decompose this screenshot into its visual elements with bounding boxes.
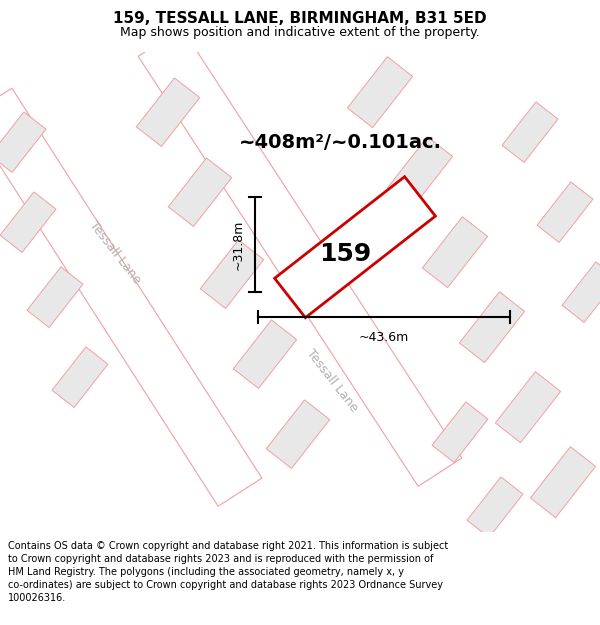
- Polygon shape: [275, 177, 436, 318]
- Polygon shape: [432, 402, 488, 462]
- Polygon shape: [233, 320, 296, 389]
- Polygon shape: [347, 57, 413, 128]
- Text: 159: 159: [319, 242, 371, 266]
- Polygon shape: [502, 102, 558, 162]
- Polygon shape: [388, 137, 452, 208]
- Polygon shape: [460, 292, 524, 362]
- Text: ~408m²/~0.101ac.: ~408m²/~0.101ac.: [239, 132, 442, 152]
- Polygon shape: [496, 372, 560, 442]
- Polygon shape: [0, 192, 56, 253]
- Text: ~43.6m: ~43.6m: [359, 331, 409, 344]
- Polygon shape: [562, 262, 600, 322]
- Text: ~31.8m: ~31.8m: [232, 219, 245, 270]
- Polygon shape: [27, 267, 83, 328]
- Polygon shape: [0, 88, 262, 506]
- Text: Map shows position and indicative extent of the property.: Map shows position and indicative extent…: [120, 26, 480, 39]
- Polygon shape: [169, 158, 232, 226]
- Polygon shape: [52, 347, 108, 408]
- Polygon shape: [266, 400, 329, 469]
- Text: 159, TESSALL LANE, BIRMINGHAM, B31 5ED: 159, TESSALL LANE, BIRMINGHAM, B31 5ED: [113, 11, 487, 26]
- Polygon shape: [0, 112, 46, 173]
- Text: Tessall Lane: Tessall Lane: [86, 219, 143, 286]
- Text: Tessall Lane: Tessall Lane: [304, 346, 361, 414]
- Polygon shape: [200, 240, 263, 309]
- Polygon shape: [422, 217, 488, 288]
- Polygon shape: [537, 182, 593, 243]
- Polygon shape: [530, 447, 596, 518]
- Polygon shape: [136, 78, 200, 146]
- Polygon shape: [138, 28, 462, 486]
- Text: Contains OS data © Crown copyright and database right 2021. This information is : Contains OS data © Crown copyright and d…: [8, 541, 448, 603]
- Polygon shape: [467, 477, 523, 538]
